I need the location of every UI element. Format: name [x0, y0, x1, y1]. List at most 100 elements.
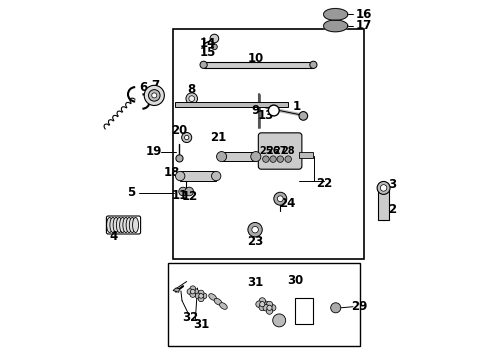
Circle shape	[200, 61, 207, 68]
Circle shape	[182, 132, 192, 143]
Ellipse shape	[107, 217, 113, 233]
Text: 22: 22	[316, 177, 332, 190]
Text: 20: 20	[172, 124, 188, 137]
Circle shape	[263, 305, 270, 311]
Circle shape	[198, 296, 204, 302]
Circle shape	[380, 185, 387, 191]
Text: 14: 14	[200, 37, 217, 50]
Text: 10: 10	[247, 52, 264, 65]
Bar	[204, 62, 314, 68]
Text: 28: 28	[281, 146, 295, 156]
Text: 32: 32	[182, 311, 198, 324]
Text: 25: 25	[259, 146, 272, 156]
Text: 30: 30	[287, 274, 303, 287]
Circle shape	[270, 156, 276, 162]
Circle shape	[190, 286, 196, 292]
Ellipse shape	[126, 217, 132, 233]
Bar	[180, 171, 216, 181]
Circle shape	[148, 90, 160, 101]
Circle shape	[179, 187, 187, 196]
Circle shape	[248, 222, 262, 237]
Circle shape	[259, 298, 266, 304]
Circle shape	[277, 156, 284, 162]
Text: 13: 13	[258, 109, 274, 122]
Ellipse shape	[123, 217, 129, 233]
Circle shape	[252, 226, 258, 233]
Polygon shape	[173, 288, 179, 292]
Circle shape	[198, 290, 204, 296]
Text: 5: 5	[127, 186, 136, 199]
Circle shape	[212, 171, 221, 181]
Circle shape	[277, 196, 283, 202]
Text: 12: 12	[182, 190, 198, 203]
Text: 9: 9	[252, 104, 260, 117]
Circle shape	[191, 289, 195, 294]
Text: 26: 26	[267, 146, 280, 156]
Circle shape	[185, 187, 194, 196]
Bar	[299, 152, 314, 158]
FancyBboxPatch shape	[258, 133, 302, 169]
Text: 8: 8	[188, 83, 196, 96]
Circle shape	[193, 289, 198, 294]
Circle shape	[176, 155, 183, 162]
Text: 24: 24	[279, 197, 295, 210]
Polygon shape	[323, 20, 348, 32]
Circle shape	[299, 112, 308, 120]
Circle shape	[274, 192, 287, 205]
Circle shape	[187, 289, 193, 294]
Ellipse shape	[133, 217, 139, 233]
Circle shape	[266, 308, 273, 314]
Circle shape	[251, 152, 261, 162]
Text: 15: 15	[200, 46, 217, 59]
Text: 4: 4	[109, 230, 118, 243]
Text: 27: 27	[273, 146, 287, 156]
Ellipse shape	[117, 217, 122, 233]
Circle shape	[190, 292, 196, 297]
Circle shape	[259, 304, 266, 311]
Text: 7: 7	[152, 79, 160, 92]
Text: 29: 29	[351, 300, 368, 313]
Text: 23: 23	[247, 235, 263, 248]
Circle shape	[269, 105, 279, 116]
Text: 3: 3	[389, 178, 397, 191]
Circle shape	[263, 156, 269, 162]
Text: 21: 21	[210, 131, 226, 144]
Bar	[173, 29, 364, 259]
Bar	[221, 152, 256, 161]
Polygon shape	[323, 9, 348, 20]
Circle shape	[185, 135, 189, 140]
Circle shape	[210, 34, 219, 43]
Circle shape	[175, 171, 185, 181]
Circle shape	[331, 303, 341, 313]
Circle shape	[144, 85, 164, 105]
Circle shape	[196, 293, 201, 299]
Circle shape	[186, 93, 197, 104]
Circle shape	[270, 305, 276, 311]
Circle shape	[217, 152, 227, 162]
Ellipse shape	[220, 303, 227, 309]
Circle shape	[199, 294, 203, 298]
Ellipse shape	[113, 217, 119, 233]
Circle shape	[189, 96, 195, 102]
Text: 2: 2	[389, 203, 397, 216]
Circle shape	[266, 301, 273, 308]
Ellipse shape	[110, 217, 116, 233]
Ellipse shape	[120, 217, 125, 233]
Text: 31: 31	[193, 318, 209, 331]
Text: 16: 16	[356, 8, 372, 21]
Circle shape	[201, 293, 207, 299]
Circle shape	[285, 156, 292, 162]
Circle shape	[212, 44, 217, 50]
Text: 11: 11	[172, 189, 188, 202]
Circle shape	[273, 314, 286, 327]
Circle shape	[310, 61, 317, 68]
Circle shape	[377, 181, 390, 194]
Bar	[168, 263, 360, 346]
Text: 31: 31	[247, 276, 263, 289]
Circle shape	[267, 305, 272, 310]
Ellipse shape	[214, 298, 222, 305]
Text: 18: 18	[164, 166, 180, 179]
Circle shape	[152, 93, 157, 98]
Bar	[378, 189, 389, 220]
Ellipse shape	[129, 217, 135, 233]
